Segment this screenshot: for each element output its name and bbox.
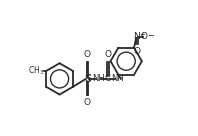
Text: +: + bbox=[139, 32, 145, 38]
Text: NH: NH bbox=[111, 74, 124, 83]
Text: O: O bbox=[141, 32, 148, 41]
Text: O: O bbox=[84, 98, 91, 107]
Text: −: − bbox=[147, 31, 154, 40]
Text: NH: NH bbox=[92, 74, 105, 83]
Text: C: C bbox=[105, 74, 111, 83]
Text: O: O bbox=[84, 50, 91, 59]
Text: N: N bbox=[133, 32, 140, 41]
Text: O: O bbox=[133, 47, 140, 56]
Text: O: O bbox=[104, 50, 111, 59]
Text: CH$_3$: CH$_3$ bbox=[28, 65, 44, 77]
Text: S: S bbox=[84, 74, 91, 84]
